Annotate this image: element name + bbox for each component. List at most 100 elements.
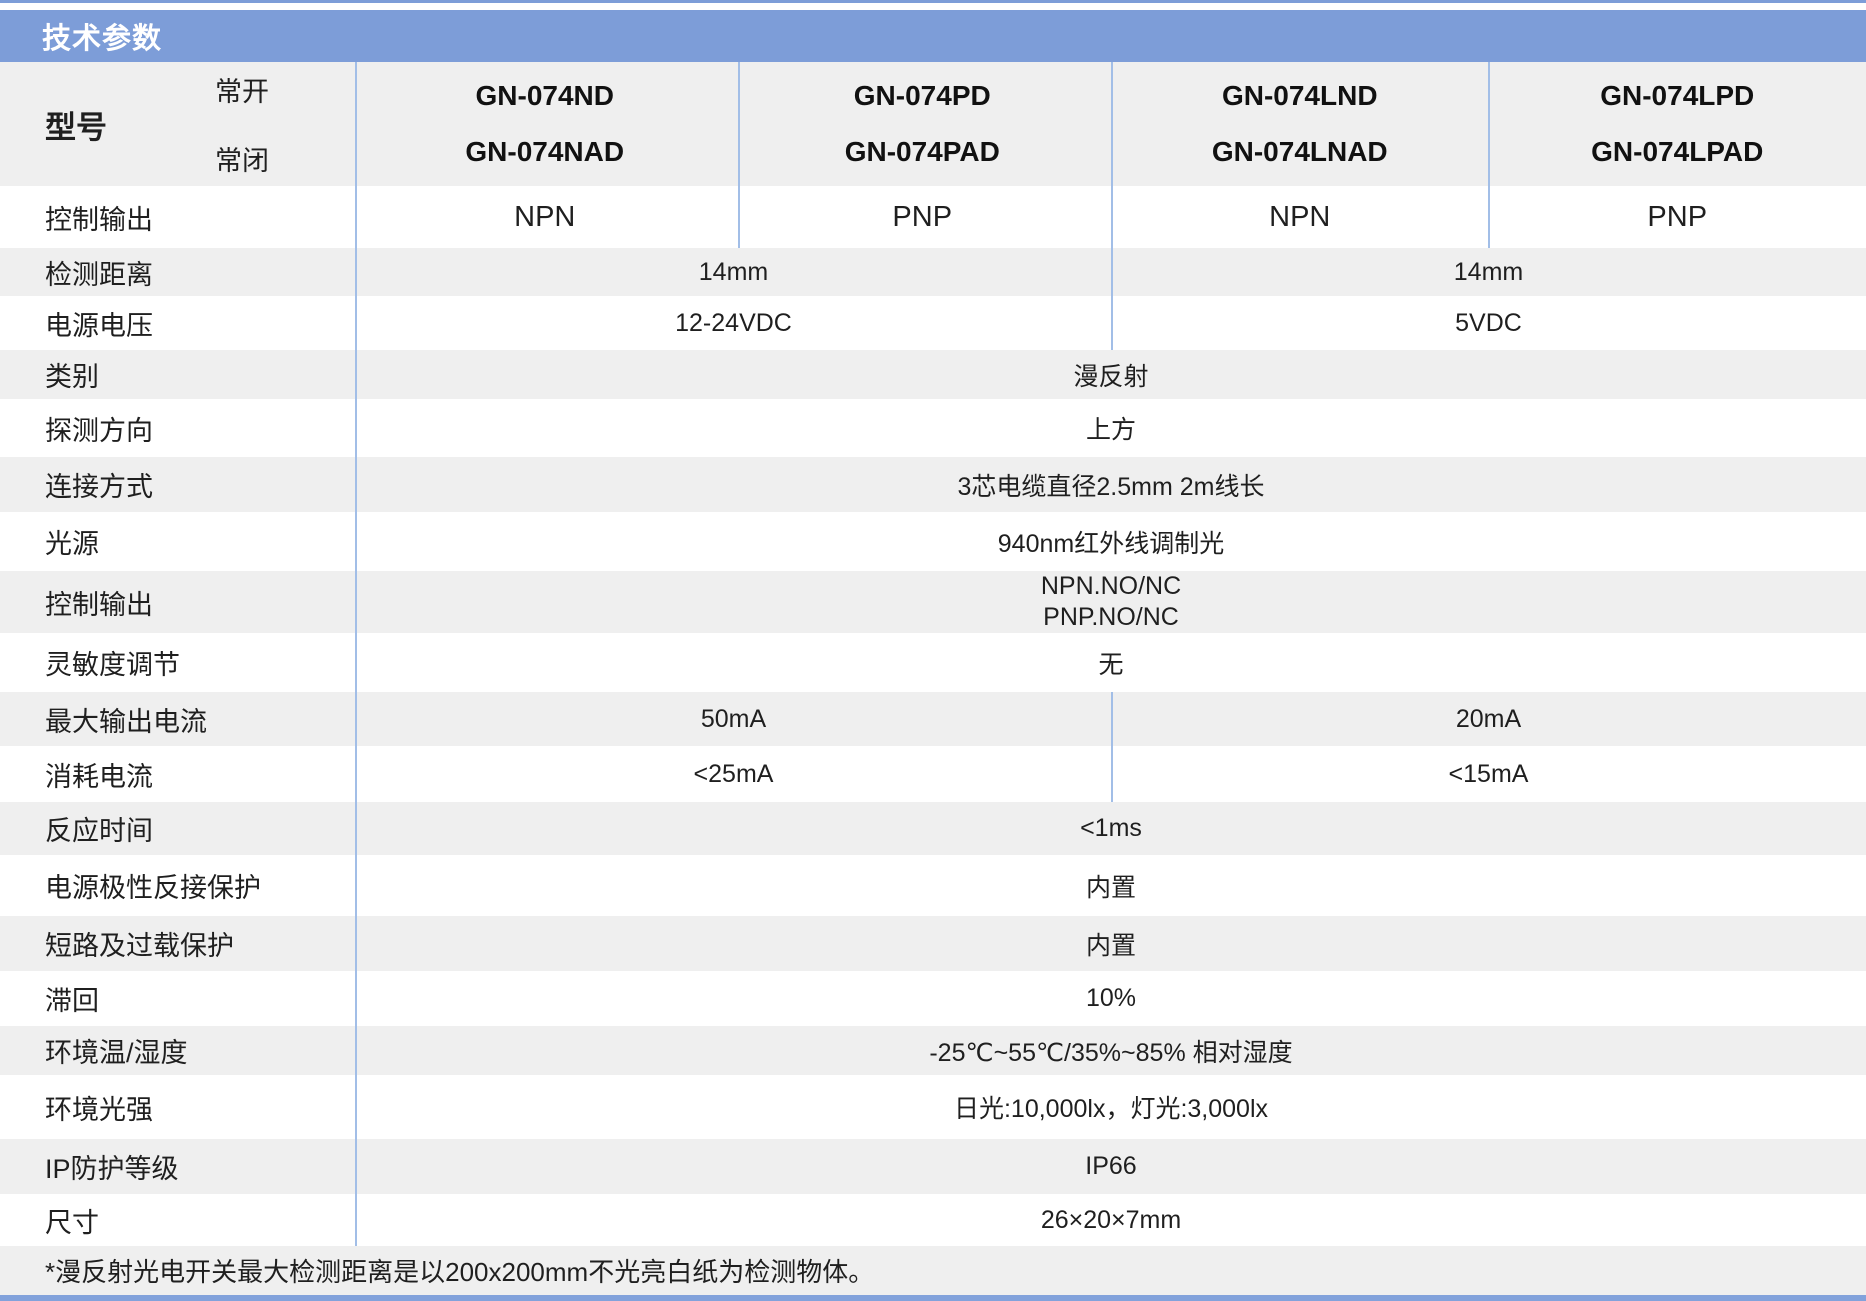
section-header-bar: 技术参数 <box>0 10 1866 62</box>
table-row: 尺寸 26×20×7mm <box>0 1194 1866 1246</box>
table-row: 反应时间 <1ms <box>0 802 1866 855</box>
row-label: 环境温/湿度 <box>45 1038 188 1068</box>
cell-value: 3芯电缆直径2.5mm 2m线长 <box>957 472 1265 501</box>
divider-col3-col4 <box>1488 62 1490 248</box>
model-label-cell: 型号 常开 常闭 <box>0 62 356 186</box>
footnote-row: *漫反射光电开关最大检测距离是以200x200mm不光亮白纸为检测物体。 <box>0 1246 1866 1295</box>
cell-value: 10% <box>1085 984 1137 1012</box>
table-row: 检测距离 14mm 14mm <box>0 248 1866 296</box>
model-name: GN-074PD <box>853 80 991 111</box>
table-row: 控制输出 NPN.NO/NC PNP.NO/NC <box>0 571 1866 633</box>
row-cells: IP66 <box>356 1139 1866 1194</box>
footnote-text: *漫反射光电开关最大检测距离是以200x200mm不光亮白纸为检测物体。 <box>45 1257 875 1287</box>
model-name: GN-074ND <box>475 80 614 111</box>
row-cells: 26×20×7mm <box>356 1194 1866 1246</box>
cell-value: 20mA <box>1455 704 1522 733</box>
row-cells: 内置 <box>356 916 1866 971</box>
cell-value: IP66 <box>1085 1152 1137 1180</box>
row-cells: 内置 <box>356 855 1866 916</box>
model-row: 型号 常开 常闭 GN-074ND GN-074NAD GN-074PD GN-… <box>0 62 1866 186</box>
divider-label-column <box>355 62 357 1246</box>
top-accent-line <box>0 0 1866 3</box>
cell-value: PNP <box>892 200 953 233</box>
row-label: IP防护等级 <box>45 1154 179 1184</box>
cell-value: 漫反射 <box>1073 362 1149 391</box>
sublabel-normally-closed: 常闭 <box>215 146 269 176</box>
row-label: 连接方式 <box>45 472 153 502</box>
cell-value: 上方 <box>1085 416 1136 444</box>
header-gap <box>0 3 1866 10</box>
row-cells: 10% <box>356 971 1866 1026</box>
bottom-accent-line <box>0 1295 1866 1301</box>
row-cells: NPN.NO/NC PNP.NO/NC <box>356 571 1866 633</box>
cell-value: 50mA <box>700 704 767 733</box>
model-column-4: GN-074LPD GN-074LPAD <box>1489 62 1866 186</box>
row-cells: 无 <box>356 633 1866 692</box>
row-label: 消耗电流 <box>45 761 153 792</box>
row-cells: 14mm 14mm <box>356 248 1866 296</box>
model-name: GN-074PAD <box>844 136 1000 167</box>
table-row: 控制输出 NPN PNP NPN PNP <box>0 186 1866 248</box>
table-row: 类别 漫反射 <box>0 350 1866 399</box>
model-name: GN-074LND <box>1221 80 1378 111</box>
model-column-3: GN-074LND GN-074LNAD <box>1111 62 1489 186</box>
row-label: 光源 <box>45 529 99 559</box>
model-sublabels: 常开 常闭 <box>215 70 269 178</box>
cell-value: NPN <box>514 200 576 233</box>
row-cells: -25℃~55℃/35%~85% 相对湿度 <box>356 1026 1866 1075</box>
cell-value: PNP <box>1647 200 1708 233</box>
cell-value: 26×20×7mm <box>1040 1205 1182 1234</box>
row-cells: 50mA 20mA <box>356 692 1866 746</box>
table-row: 电源电压 12-24VDC 5VDC <box>0 296 1866 350</box>
row-label: 检测距离 <box>45 259 153 290</box>
row-label: 控制输出 <box>45 589 153 620</box>
row-label: 滞回 <box>45 986 99 1016</box>
row-cells: <25mA <15mA <box>356 746 1866 802</box>
spec-table: 型号 常开 常闭 GN-074ND GN-074NAD GN-074PD GN-… <box>0 62 1866 1295</box>
row-cells: NPN PNP NPN PNP <box>356 186 1866 248</box>
divider-col1-col2 <box>738 62 740 248</box>
table-row: 消耗电流 <25mA <15mA <box>0 746 1866 802</box>
row-cells: 日光:10,000lx，灯光:3,000lx <box>356 1075 1866 1139</box>
row-label: 反应时间 <box>45 816 153 846</box>
table-row: 环境光强 日光:10,000lx，灯光:3,000lx <box>0 1075 1866 1139</box>
cell-value: <15mA <box>1448 759 1529 788</box>
table-row: 光源 940nm红外线调制光 <box>0 512 1866 571</box>
row-label: 类别 <box>45 362 99 392</box>
row-cells: 漫反射 <box>356 350 1866 399</box>
model-column-2: GN-074PD GN-074PAD <box>734 62 1112 186</box>
cell-value: 5VDC <box>1455 308 1522 337</box>
row-cells: 上方 <box>356 399 1866 457</box>
cell-line: NPN.NO/NC <box>1040 571 1182 600</box>
table-row: 灵敏度调节 无 <box>0 633 1866 692</box>
cell-value: 内置 <box>1085 873 1136 902</box>
row-label: 探测方向 <box>45 415 153 446</box>
row-label: 灵敏度调节 <box>45 650 180 680</box>
table-row: 连接方式 3芯电缆直径2.5mm 2m线长 <box>0 457 1866 512</box>
table-row: 最大输出电流 50mA 20mA <box>0 692 1866 746</box>
cell-value: 14mm <box>1453 257 1524 286</box>
table-row: IP防护等级 IP66 <box>0 1139 1866 1194</box>
row-label: 尺寸 <box>45 1207 99 1238</box>
table-row: 电源极性反接保护 内置 <box>0 855 1866 916</box>
cell-line: PNP.NO/NC <box>1043 603 1179 631</box>
row-label: 环境光强 <box>45 1094 153 1125</box>
row-cells: 940nm红外线调制光 <box>356 512 1866 571</box>
row-cells: <1ms <box>356 802 1866 855</box>
model-columns: GN-074ND GN-074NAD GN-074PD GN-074PAD GN… <box>356 62 1866 186</box>
cell-value: 内置 <box>1085 931 1136 960</box>
row-label: 短路及过载保护 <box>45 931 234 961</box>
cell-value: 14mm <box>698 257 769 286</box>
table-row: 探测方向 上方 <box>0 399 1866 457</box>
cell-value: 940nm红外线调制光 <box>997 529 1225 558</box>
table-row: 滞回 10% <box>0 971 1866 1026</box>
row-label: 电源电压 <box>45 310 153 341</box>
model-name: GN-074LNAD <box>1211 136 1388 167</box>
cell-value: 12-24VDC <box>675 308 792 337</box>
divider-center-middle <box>1111 692 1113 802</box>
table-row: 环境温/湿度 -25℃~55℃/35%~85% 相对湿度 <box>0 1026 1866 1075</box>
sublabel-normally-open: 常开 <box>215 77 269 107</box>
model-label: 型号 <box>45 109 107 145</box>
cell-value: <25mA <box>693 759 774 788</box>
cell-value: <1ms <box>1080 814 1142 842</box>
